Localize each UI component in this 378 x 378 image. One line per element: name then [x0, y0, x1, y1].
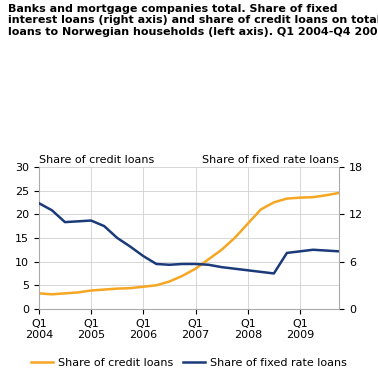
- Share of fixed rate loans: [232, 266, 237, 271]
- Share of credit loans: [115, 287, 119, 291]
- Share of credit loans: [219, 248, 224, 252]
- Share of credit loans: [167, 279, 172, 284]
- Share of fixed rate loans: [180, 262, 185, 266]
- Share of fixed rate loans: [311, 248, 315, 252]
- Share of fixed rate loans: [128, 244, 133, 249]
- Share of fixed rate loans: [63, 220, 67, 225]
- Line: Share of fixed rate loans: Share of fixed rate loans: [39, 203, 339, 273]
- Share of credit loans: [128, 286, 133, 290]
- Share of fixed rate loans: [37, 201, 41, 205]
- Share of credit loans: [102, 287, 106, 292]
- Share of credit loans: [180, 274, 185, 278]
- Share of credit loans: [76, 290, 80, 295]
- Share of fixed rate loans: [298, 249, 302, 254]
- Share of credit loans: [232, 235, 237, 240]
- Share of fixed rate loans: [50, 208, 54, 212]
- Share of fixed rate loans: [193, 262, 198, 266]
- Share of fixed rate loans: [337, 249, 341, 254]
- Share of fixed rate loans: [89, 218, 93, 223]
- Share of fixed rate loans: [272, 271, 276, 276]
- Share of credit loans: [245, 222, 250, 226]
- Share of fixed rate loans: [102, 224, 106, 228]
- Share of fixed rate loans: [259, 270, 263, 274]
- Share of credit loans: [50, 292, 54, 297]
- Share of credit loans: [337, 191, 341, 195]
- Share of fixed rate loans: [206, 262, 211, 267]
- Share of fixed rate loans: [141, 254, 146, 258]
- Share of credit loans: [37, 291, 41, 296]
- Share of credit loans: [272, 200, 276, 204]
- Share of fixed rate loans: [115, 235, 119, 240]
- Share of fixed rate loans: [167, 262, 172, 267]
- Share of credit loans: [298, 195, 302, 200]
- Share of credit loans: [63, 291, 67, 296]
- Text: Share of credit loans: Share of credit loans: [39, 155, 154, 166]
- Share of credit loans: [154, 283, 159, 288]
- Text: Share of fixed rate loans: Share of fixed rate loans: [202, 155, 339, 166]
- Text: Banks and mortgage companies total. Share of fixed
interest loans (right axis) a: Banks and mortgage companies total. Shar…: [8, 4, 378, 37]
- Share of fixed rate loans: [219, 265, 224, 270]
- Share of credit loans: [285, 196, 289, 201]
- Share of fixed rate loans: [154, 262, 159, 266]
- Share of credit loans: [206, 257, 211, 262]
- Line: Share of credit loans: Share of credit loans: [39, 193, 339, 294]
- Share of fixed rate loans: [324, 248, 328, 253]
- Share of credit loans: [89, 288, 93, 293]
- Share of fixed rate loans: [245, 268, 250, 273]
- Share of credit loans: [311, 195, 315, 200]
- Share of fixed rate loans: [76, 219, 80, 224]
- Share of credit loans: [259, 207, 263, 212]
- Share of credit loans: [141, 285, 146, 289]
- Legend: Share of credit loans, Share of fixed rate loans: Share of credit loans, Share of fixed ra…: [26, 353, 352, 372]
- Share of credit loans: [324, 193, 328, 198]
- Share of fixed rate loans: [285, 251, 289, 255]
- Share of credit loans: [193, 266, 198, 271]
